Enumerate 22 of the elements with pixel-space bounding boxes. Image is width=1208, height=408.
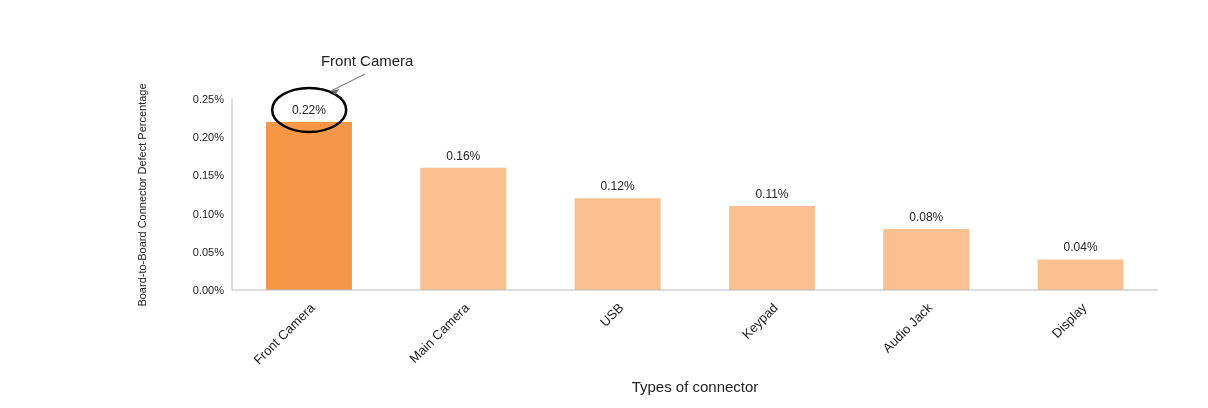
y-tick-label: 0.20% xyxy=(192,131,225,144)
data-label: 0.16% xyxy=(446,148,481,163)
bar xyxy=(728,205,815,290)
data-label: 0.12% xyxy=(600,179,635,194)
bar xyxy=(1037,259,1124,290)
data-label: 0.08% xyxy=(909,209,944,224)
data-label: 0.22% xyxy=(291,102,327,117)
text: Front Camera xyxy=(320,51,415,69)
y-tick-label: 0.25% xyxy=(192,92,225,105)
bar xyxy=(883,228,970,290)
bar xyxy=(420,167,507,290)
bar xyxy=(265,121,352,290)
y-tick-label: 0.05% xyxy=(192,245,225,258)
bar xyxy=(574,198,661,290)
x-axis-title: Types of connector xyxy=(631,378,759,395)
y-tick-label: 0.15% xyxy=(192,169,225,182)
data-label: 0.04% xyxy=(1063,240,1098,255)
y-tick-label: 0.00% xyxy=(192,283,225,296)
data-label: 0.11% xyxy=(755,186,789,201)
x-tick-label: USB xyxy=(596,300,627,330)
y-axis-title: Board-to-Board Connector Defect Percentage xyxy=(136,81,149,309)
y-tick-label: 0.10% xyxy=(192,207,225,220)
